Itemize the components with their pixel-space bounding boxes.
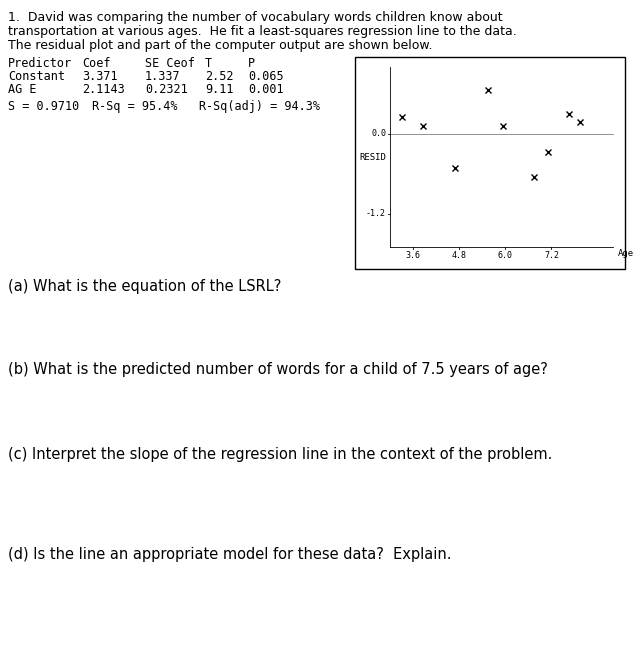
Text: 4.8: 4.8 — [451, 251, 467, 260]
Text: 6.0: 6.0 — [498, 251, 513, 260]
Text: 9.11: 9.11 — [205, 83, 234, 96]
Text: (a) What is the equation of the LSRL?: (a) What is the equation of the LSRL? — [8, 279, 281, 294]
Text: 3.371: 3.371 — [82, 70, 117, 83]
Text: RESID: RESID — [359, 153, 386, 162]
Text: transportation at various ages.  He fit a least-squares regression line to the d: transportation at various ages. He fit a… — [8, 25, 517, 38]
Text: 7.2: 7.2 — [544, 251, 559, 260]
Text: 0.0: 0.0 — [371, 129, 386, 138]
Text: SE Ceof: SE Ceof — [145, 57, 195, 70]
Text: T: T — [205, 57, 212, 70]
Text: (b) What is the predicted number of words for a child of 7.5 years of age?: (b) What is the predicted number of word… — [8, 362, 548, 377]
Bar — [355, 57, 625, 269]
Text: 0.001: 0.001 — [248, 83, 284, 96]
Text: (c) Interpret the slope of the regression line in the context of the problem.: (c) Interpret the slope of the regressio… — [8, 447, 552, 462]
Text: -1.2: -1.2 — [366, 209, 386, 218]
Text: 2.52: 2.52 — [205, 70, 234, 83]
Text: 3.6: 3.6 — [406, 251, 420, 260]
Text: 1.  David was comparing the number of vocabulary words children know about: 1. David was comparing the number of voc… — [8, 11, 503, 24]
Text: 0.2321: 0.2321 — [145, 83, 188, 96]
Text: S = 0.9710: S = 0.9710 — [8, 100, 79, 113]
Text: Age: Age — [618, 249, 634, 258]
Text: 1.337: 1.337 — [145, 70, 180, 83]
Text: R-Sq = 95.4%   R-Sq(adj) = 94.3%: R-Sq = 95.4% R-Sq(adj) = 94.3% — [92, 100, 320, 113]
Text: P: P — [248, 57, 255, 70]
Text: Constant: Constant — [8, 70, 65, 83]
Text: Coef: Coef — [82, 57, 110, 70]
Text: Predictor: Predictor — [8, 57, 72, 70]
Text: 2.1143: 2.1143 — [82, 83, 124, 96]
Text: (d) Is the line an appropriate model for these data?  Explain.: (d) Is the line an appropriate model for… — [8, 547, 451, 562]
Text: 0.065: 0.065 — [248, 70, 284, 83]
Text: The residual plot and part of the computer output are shown below.: The residual plot and part of the comput… — [8, 39, 432, 52]
Text: AG E: AG E — [8, 83, 36, 96]
